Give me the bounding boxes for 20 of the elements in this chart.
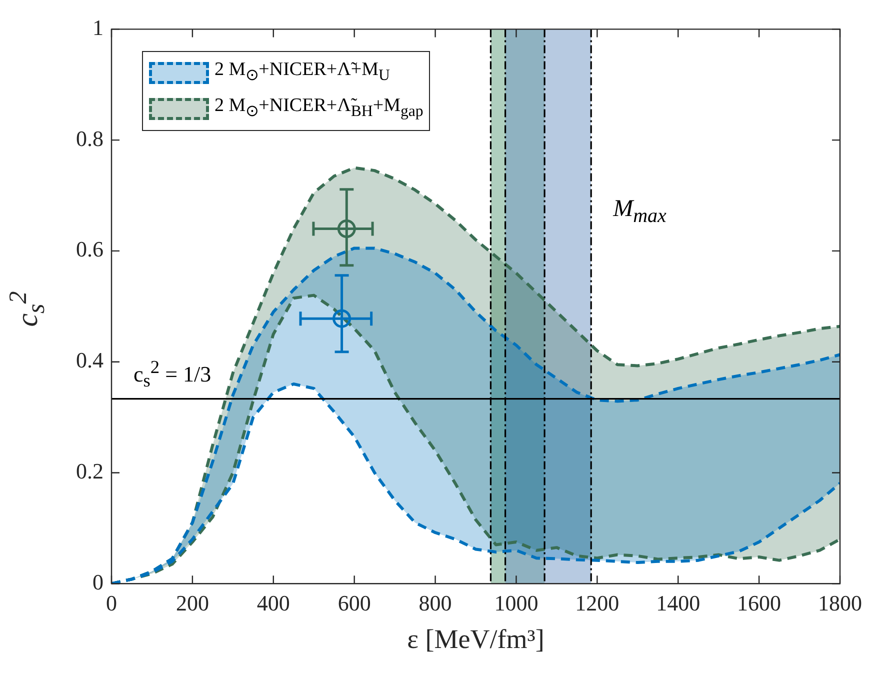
y-tick-label: 0.2 — [76, 458, 104, 484]
x-tick-label: 200 — [176, 590, 209, 616]
annotation: M$_{max}$ — [613, 196, 666, 228]
legend-label: 2 M$_{⊙}$+NICER+Λ̃$_{BH}$+M$_{gap}$ — [214, 94, 424, 122]
y-tick-label: 0.4 — [76, 348, 104, 373]
x-tick-label: 1200 — [575, 590, 620, 616]
y-tick-label: 1 — [92, 14, 104, 40]
y-tick-label: 0.8 — [76, 126, 104, 151]
y-tick-label: 0.6 — [76, 236, 104, 262]
x-tick-label: 800 — [418, 590, 452, 616]
x-tick-label: 1400 — [656, 590, 700, 616]
legend-label: 2 M$_{⊙}$+NICER+Λ̃+M$_{U}$ — [214, 58, 390, 86]
x-tick-label: 1000 — [494, 590, 538, 616]
x-axis-title: ε [MeV/fm³] — [406, 624, 546, 655]
x-tick-label: 1800 — [818, 590, 862, 616]
annotation: c$_{s}$$^{2}$ = 1/3 — [134, 356, 212, 392]
x-tick-label: 600 — [338, 590, 371, 616]
y-tick-label: 0 — [92, 569, 104, 594]
x-tick-label: 1600 — [737, 590, 782, 616]
x-tick-label: 400 — [256, 590, 290, 616]
